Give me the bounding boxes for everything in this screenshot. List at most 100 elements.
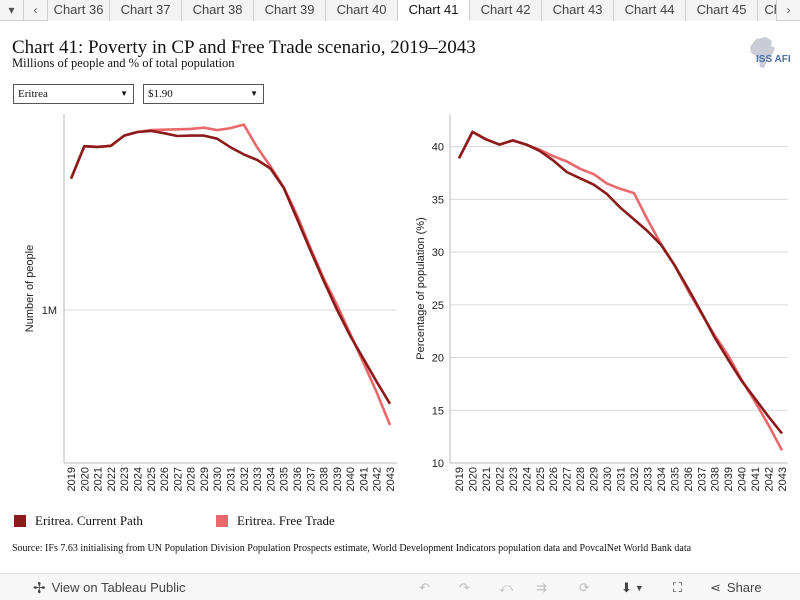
x-tick-label: 2028	[575, 467, 587, 491]
x-tick-label: 2030	[602, 467, 614, 491]
redo-icon: ↷	[459, 579, 470, 595]
x-tick-label: 2026	[159, 467, 171, 491]
x-tick-label: 2022	[494, 467, 506, 491]
series-line-free-trade	[457, 130, 784, 451]
pause-updates-button[interactable]: ⇉	[536, 578, 547, 597]
legend-current-path[interactable]: Eritrea. Current Path	[14, 513, 143, 529]
y-tick-label: 35	[432, 194, 444, 206]
x-tick-label: 2042	[764, 467, 776, 491]
x-tick-label: 2039	[723, 467, 735, 491]
caret-down-icon: ▾	[8, 3, 15, 17]
x-tick-label: 2037	[305, 467, 317, 491]
chevron-right-icon: ›	[786, 3, 791, 17]
page-subtitle: Millions of people and % of total popula…	[12, 56, 235, 70]
tableau-toolbar: ✢ View on Tableau Public ↶ ↷ ⤺ ⇉ ⟳ ⬇ ▼ ⛶ …	[0, 573, 800, 600]
tab-chart-41[interactable]: Chart 41	[398, 0, 470, 21]
legend-free-trade[interactable]: Eritrea. Free Trade	[216, 513, 335, 529]
tab-menu-button[interactable]: ▾	[0, 0, 24, 20]
x-tick-label: 2033	[252, 467, 264, 491]
x-tick-label: 2041	[750, 467, 762, 491]
revert-icon: ⤺	[499, 579, 513, 595]
tab-chart-42[interactable]: Chart 42	[470, 0, 542, 21]
x-tick-label: 2037	[696, 467, 708, 491]
pause-icon: ⇉	[536, 579, 547, 595]
share-icon: ⋖	[710, 579, 721, 595]
series-line-free-trade	[69, 123, 392, 426]
tab-scroll-right-button[interactable]: ›	[776, 0, 800, 20]
x-tick-label: 2023	[119, 467, 131, 491]
x-tick-label: 2024	[132, 467, 144, 491]
poverty-line-select-value: $1.90	[148, 88, 173, 100]
x-tick-label: 2036	[683, 467, 695, 491]
y-tick-label: 15	[432, 405, 444, 417]
view-on-tableau-button[interactable]: ✢ View on Tableau Public	[33, 578, 186, 597]
share-button[interactable]: ⋖ Share	[710, 578, 762, 597]
tab-chart-40[interactable]: Chart 40	[326, 0, 398, 21]
x-tick-label: 2032	[239, 467, 251, 491]
country-select[interactable]: Eritrea ▼	[13, 84, 134, 104]
x-tick-label: 2035	[669, 467, 681, 491]
tab-scroll-left-button[interactable]: ‹	[24, 0, 48, 20]
x-tick-label: 2022	[106, 467, 118, 491]
logo-text: ISS AFI	[756, 54, 791, 65]
legend-label-free-trade: Eritrea. Free Trade	[237, 513, 335, 528]
tab-bar: ▾ ‹ Chart 36 Chart 37 Chart 38 Chart 39 Char…	[0, 0, 800, 21]
fullscreen-icon: ⛶	[673, 579, 683, 595]
undo-icon: ↶	[419, 579, 430, 595]
y-tick-label: 1M	[42, 305, 57, 317]
x-tick-label: 2031	[616, 467, 628, 491]
country-select-value: Eritrea	[18, 88, 48, 100]
y-axis-label: Number of people	[24, 245, 36, 332]
caret-down-icon: ▼	[120, 89, 128, 98]
x-tick-label: 2041	[358, 467, 370, 491]
x-tick-label: 2030	[212, 467, 224, 491]
tab-chart-36[interactable]: Chart 36	[48, 0, 110, 21]
refresh-button[interactable]: ⟳	[579, 578, 590, 597]
x-tick-label: 2025	[535, 467, 547, 491]
x-tick-label: 2028	[186, 467, 198, 491]
x-tick-label: 2034	[656, 467, 668, 491]
tab-chart-39[interactable]: Chart 39	[254, 0, 326, 21]
tab-char[interactable]: Char	[758, 0, 776, 21]
series-line-current-path	[457, 130, 784, 435]
x-tick-label: 2038	[710, 467, 722, 491]
download-icon: ⬇	[621, 579, 632, 595]
poverty-line-select[interactable]: $1.90 ▼	[143, 84, 264, 104]
caret-down-icon: ▼	[250, 89, 258, 98]
x-tick-label: 2027	[562, 467, 574, 491]
x-tick-label: 2042	[372, 467, 384, 491]
legend-swatch-current-path	[14, 515, 26, 527]
x-tick-label: 2036	[292, 467, 304, 491]
x-tick-label: 2040	[737, 467, 749, 491]
x-tick-label: 2027	[172, 467, 184, 491]
tableau-icon: ✢	[33, 579, 46, 597]
revert-button[interactable]: ⤺	[499, 578, 513, 597]
x-tick-label: 2033	[642, 467, 654, 491]
tab-chart-38[interactable]: Chart 38	[182, 0, 254, 21]
x-tick-label: 2020	[79, 467, 91, 491]
x-tick-label: 2038	[319, 467, 331, 491]
y-tick-label: 20	[432, 353, 444, 365]
x-tick-label: 2019	[454, 467, 466, 491]
y-tick-label: 10	[432, 458, 444, 470]
series-line-current-path	[69, 129, 392, 405]
x-tick-label: 2019	[66, 467, 78, 491]
tab-chart-45[interactable]: Chart 45	[686, 0, 758, 21]
y-tick-label: 30	[432, 247, 444, 259]
redo-button[interactable]: ↷	[459, 578, 470, 597]
download-button[interactable]: ⬇ ▼	[621, 578, 644, 597]
undo-button[interactable]: ↶	[419, 578, 430, 597]
x-tick-label: 2043	[777, 467, 789, 491]
tab-chart-43[interactable]: Chart 43	[542, 0, 614, 21]
x-tick-label: 2039	[332, 467, 344, 491]
y-tick-label: 40	[432, 142, 444, 154]
x-tick-label: 2024	[521, 467, 533, 491]
tab-chart-44[interactable]: Chart 44	[614, 0, 686, 21]
iss-afi-logo: ISS AFI	[750, 37, 791, 68]
x-tick-label: 2029	[199, 467, 211, 491]
tab-chart-37[interactable]: Chart 37	[110, 0, 182, 21]
fullscreen-button[interactable]: ⛶	[673, 578, 682, 597]
x-tick-label: 2040	[345, 467, 357, 491]
